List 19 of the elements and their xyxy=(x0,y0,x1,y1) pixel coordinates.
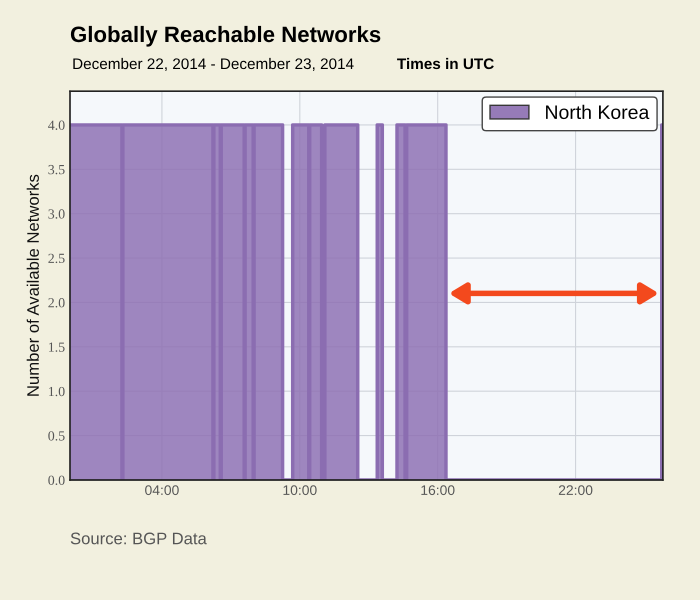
y-tick-label: 0.0 xyxy=(48,476,65,486)
x-tick-label: 22:00 xyxy=(558,485,592,496)
y-tick-label: 1.0 xyxy=(49,386,65,396)
chart-subtitle: December 22, 2014 - December 23, 2014 xyxy=(73,58,354,71)
y-tick-label: 2.0 xyxy=(48,298,65,308)
y-tick-label: 4.0 xyxy=(48,120,65,130)
y-tick-label: 0.5 xyxy=(48,431,65,441)
y-axis-title: Number of Available Networks xyxy=(26,174,39,396)
y-tick-label: 1.5 xyxy=(49,342,65,352)
x-tick-label: 16:00 xyxy=(421,485,455,496)
y-tick-label: 2.5 xyxy=(48,254,65,264)
text: Times in UTC xyxy=(397,58,494,70)
y-tick-label: 3.5 xyxy=(48,164,65,174)
legend-label: North Korea xyxy=(546,104,650,120)
y-tick-label: 3.0 xyxy=(48,209,65,219)
chart-title: Globally Reachable Networks xyxy=(70,26,380,47)
source-note: Source: BGP Data xyxy=(70,532,207,544)
x-tick-label: 10:00 xyxy=(283,485,317,496)
x-tick-label: 04:00 xyxy=(145,485,179,496)
